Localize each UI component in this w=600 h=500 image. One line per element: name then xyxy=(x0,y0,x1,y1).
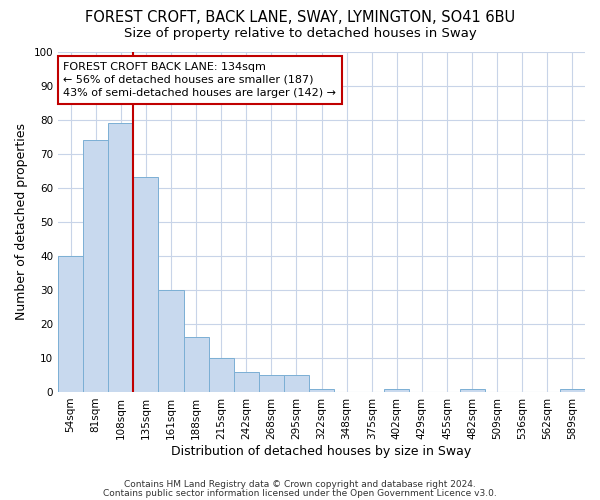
Y-axis label: Number of detached properties: Number of detached properties xyxy=(15,123,28,320)
Bar xyxy=(460,388,485,392)
Bar xyxy=(209,358,233,392)
Bar xyxy=(158,290,184,392)
Text: Contains HM Land Registry data © Crown copyright and database right 2024.: Contains HM Land Registry data © Crown c… xyxy=(124,480,476,489)
Text: FOREST CROFT, BACK LANE, SWAY, LYMINGTON, SO41 6BU: FOREST CROFT, BACK LANE, SWAY, LYMINGTON… xyxy=(85,10,515,25)
Text: Contains public sector information licensed under the Open Government Licence v3: Contains public sector information licen… xyxy=(103,488,497,498)
Bar xyxy=(384,388,409,392)
Bar xyxy=(259,375,284,392)
Bar xyxy=(284,375,309,392)
Bar xyxy=(560,388,585,392)
Bar xyxy=(83,140,108,392)
Bar xyxy=(184,338,209,392)
Bar xyxy=(58,256,83,392)
Bar xyxy=(108,123,133,392)
Bar xyxy=(233,372,259,392)
Text: Size of property relative to detached houses in Sway: Size of property relative to detached ho… xyxy=(124,28,476,40)
Bar xyxy=(133,178,158,392)
X-axis label: Distribution of detached houses by size in Sway: Distribution of detached houses by size … xyxy=(172,444,472,458)
Bar xyxy=(309,388,334,392)
Text: FOREST CROFT BACK LANE: 134sqm
← 56% of detached houses are smaller (187)
43% of: FOREST CROFT BACK LANE: 134sqm ← 56% of … xyxy=(64,62,337,98)
